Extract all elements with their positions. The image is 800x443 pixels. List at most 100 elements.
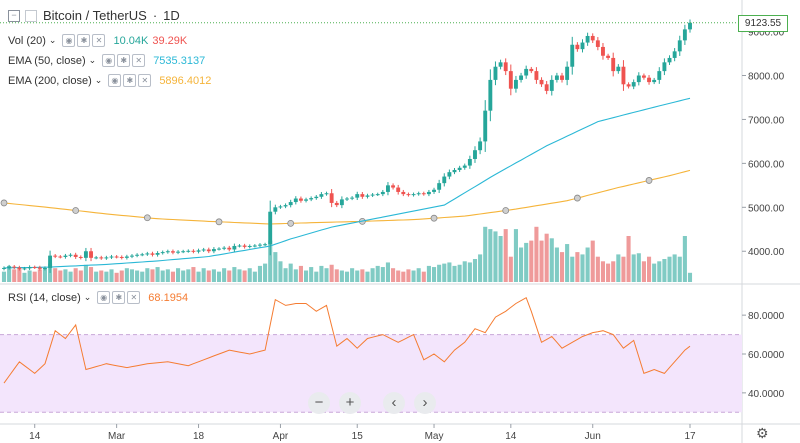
candle-body <box>375 194 380 196</box>
volume-bar <box>421 271 426 282</box>
candle-body <box>227 247 232 250</box>
time-tick-label: 15 <box>352 431 364 442</box>
candle-body <box>396 187 401 192</box>
close-icon[interactable]: ✕ <box>132 54 146 67</box>
volume-bar <box>22 272 27 282</box>
candle-body <box>186 250 191 252</box>
close-icon[interactable]: ✕ <box>127 291 141 304</box>
volume-bar <box>257 265 263 282</box>
candle-body <box>621 66 626 85</box>
volume-bar <box>600 261 606 282</box>
ema200-marker <box>215 218 223 226</box>
vol-value-1: 10.04K <box>113 34 149 47</box>
candle-body <box>222 247 227 249</box>
eye-icon[interactable]: ◉ <box>97 291 111 304</box>
volume-bar <box>385 262 391 282</box>
candle-body <box>58 256 63 258</box>
interval[interactable]: 1D <box>163 8 180 23</box>
zoom-in-button[interactable]: + <box>339 392 361 414</box>
volume-bar <box>631 254 636 282</box>
volume-bar <box>176 268 181 282</box>
gear-icon[interactable]: ⚙ <box>756 425 769 441</box>
volume-bar <box>570 256 575 282</box>
volume-bar <box>549 238 554 282</box>
candle-body <box>124 256 129 258</box>
candle-body <box>411 194 416 196</box>
volume-bar <box>7 265 12 282</box>
candle-body <box>355 194 360 198</box>
volume-bar <box>309 267 314 282</box>
eye-icon[interactable]: ◉ <box>108 74 122 87</box>
gear-icon[interactable]: ✱ <box>77 34 91 47</box>
chevron-down-icon[interactable]: ⌄ <box>88 55 97 65</box>
ema200-label: EMA (200, close) <box>8 74 92 87</box>
candle-body <box>89 251 93 258</box>
candle-body <box>626 84 631 87</box>
candle-body <box>293 198 298 203</box>
close-icon[interactable]: ✕ <box>92 34 106 47</box>
candle-body <box>503 62 508 72</box>
scroll-right-button[interactable]: › <box>414 392 436 414</box>
volume-bar <box>119 270 124 282</box>
price-tick-label: 9000.00 <box>748 28 785 39</box>
candle-body <box>7 266 12 268</box>
volume-bar <box>626 236 631 282</box>
candle-body <box>314 196 319 199</box>
scroll-left-button[interactable]: ‹ <box>383 392 405 414</box>
volume-bar <box>27 270 32 282</box>
volume-bar <box>216 271 222 282</box>
volume-bar <box>247 268 252 282</box>
close-icon[interactable]: ✕ <box>138 74 152 87</box>
chevron-down-icon[interactable]: ⌄ <box>94 75 103 85</box>
header-separator: · <box>152 8 158 23</box>
candle-body <box>345 198 349 200</box>
volume-bar <box>114 272 119 282</box>
time-tick-label: Jun <box>585 431 601 442</box>
candle-body <box>360 194 365 197</box>
volume-bar <box>462 261 467 282</box>
volume-bar <box>104 271 109 282</box>
chevron-down-icon[interactable]: ⌄ <box>48 35 57 45</box>
volume-bar <box>314 271 319 282</box>
candle-body <box>12 266 17 268</box>
volume-bar <box>160 270 165 282</box>
volume-bar <box>503 229 508 282</box>
volume-bar <box>672 254 677 282</box>
ema200-marker <box>573 194 581 202</box>
candle-body <box>539 79 544 85</box>
candle-body <box>406 194 411 196</box>
volume-bar <box>129 269 135 282</box>
zoom-out-button[interactable]: − <box>308 392 330 414</box>
volume-bar <box>263 263 268 282</box>
candle-body <box>534 71 539 80</box>
chevron-down-icon[interactable]: ⌄ <box>83 292 92 302</box>
eye-icon[interactable]: ◉ <box>102 54 116 67</box>
rsi-tick-label: 80.0000 <box>748 311 785 322</box>
eye-icon[interactable]: ◉ <box>62 34 76 47</box>
gear-icon[interactable]: ✱ <box>112 291 126 304</box>
candle-body <box>442 176 447 184</box>
candle-body <box>43 267 47 269</box>
volume-bar <box>544 233 549 282</box>
candle-body <box>682 29 687 41</box>
candle-body <box>288 202 293 206</box>
candle-body <box>114 256 119 258</box>
collapse-icon[interactable]: − <box>8 9 20 22</box>
volume-bar <box>196 271 201 282</box>
volume-bar <box>662 259 667 282</box>
volume-bar <box>83 264 88 282</box>
volume-bar <box>416 268 421 282</box>
volume-bar <box>370 268 375 282</box>
gear-icon[interactable]: ✱ <box>123 74 137 87</box>
volume-bar <box>513 229 518 282</box>
volume-bar <box>191 267 196 282</box>
gear-icon[interactable]: ✱ <box>117 54 131 67</box>
volume-bar <box>237 269 242 282</box>
volume-bar <box>478 254 483 282</box>
volume-bar <box>1 271 7 282</box>
candle-body <box>386 185 390 192</box>
volume-bar <box>493 231 498 282</box>
volume-bar <box>155 267 160 282</box>
candle-body <box>636 75 641 83</box>
